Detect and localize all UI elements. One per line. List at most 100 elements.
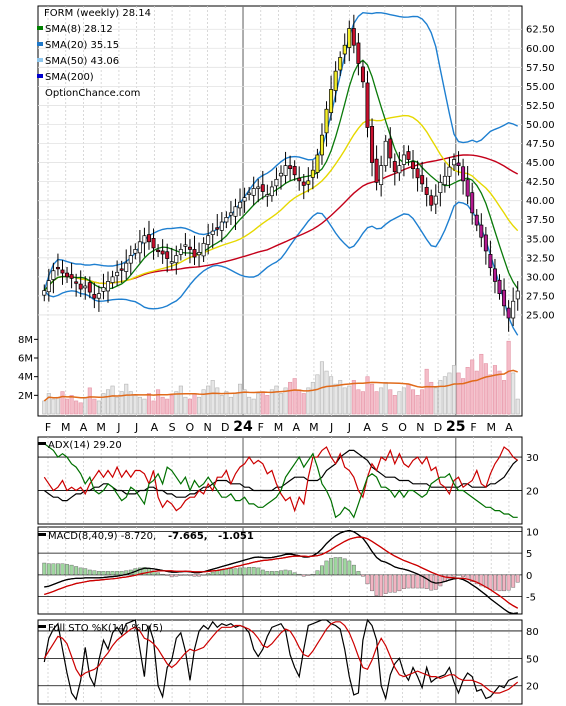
volume-bar <box>110 385 115 415</box>
volume-bar <box>42 400 47 415</box>
price-tick-label: 47.50 <box>526 139 555 150</box>
volume-bar <box>483 363 488 415</box>
volume-bar <box>60 391 65 415</box>
candle-body <box>438 182 443 194</box>
candle-body <box>502 289 507 307</box>
candle-body <box>228 212 233 216</box>
macd-signal-line <box>44 536 518 609</box>
candle-body <box>442 175 447 186</box>
volume-bar <box>456 372 461 415</box>
volume-bar <box>219 395 224 415</box>
candle-body <box>333 70 338 91</box>
month-label: O <box>185 421 194 434</box>
month-label: O <box>398 421 407 434</box>
volume-bar <box>146 393 152 415</box>
candle-body <box>219 221 224 231</box>
volume-bar <box>388 389 393 415</box>
price-legend-item: SMA(8) 28.12 <box>45 24 113 35</box>
macd-histogram-bar <box>137 567 142 576</box>
volume-bar <box>96 400 101 415</box>
sto-tick-label: 80 <box>526 627 539 638</box>
candle-body <box>201 242 206 257</box>
volume-bar <box>206 385 211 415</box>
macd-histogram-bar <box>379 574 384 597</box>
macd-histogram-bar <box>74 566 79 576</box>
candle-body <box>474 214 479 226</box>
candle-body <box>288 165 293 170</box>
month-label: J <box>134 421 138 434</box>
volume-bar <box>78 402 83 415</box>
volume-bar <box>228 396 233 415</box>
volume-bar <box>511 372 516 415</box>
candle-body <box>60 269 65 274</box>
macd-histogram-bar <box>165 574 170 576</box>
macd-histogram-bar <box>92 570 97 576</box>
macd-histogram-bar <box>183 574 188 576</box>
month-label: M <box>274 421 284 434</box>
candle-body <box>87 282 92 293</box>
macd-histogram-bar <box>347 560 352 576</box>
macd-tick-label: 0 <box>526 571 532 582</box>
candle-body <box>169 261 174 264</box>
candle-body <box>392 161 397 173</box>
candle-body <box>279 172 283 177</box>
month-label: F <box>470 421 476 434</box>
month-label: M <box>61 421 71 434</box>
macd-histogram-bar <box>197 574 201 577</box>
volume-bar <box>224 391 229 415</box>
volume-bar <box>374 391 379 415</box>
macd-histogram-bar <box>351 564 356 576</box>
volume-bar <box>283 387 288 415</box>
candle-body <box>283 165 288 176</box>
candle-body <box>379 165 384 186</box>
volume-bar <box>292 378 297 415</box>
candle-body <box>470 192 475 214</box>
month-label: M <box>486 421 496 434</box>
candle-body <box>342 44 347 55</box>
adx-legend: ADX(14) 29.20 <box>48 440 122 451</box>
macd-histogram-bar <box>310 573 315 576</box>
candle-body <box>156 249 161 253</box>
legend-swatch <box>37 58 43 62</box>
month-label: N <box>416 421 424 434</box>
volume-tick-label: 4M <box>18 372 33 383</box>
macd-histogram-bar <box>42 562 47 576</box>
macd-histogram-bar <box>383 574 388 594</box>
volume-bar <box>470 359 475 415</box>
month-label: D <box>221 421 229 434</box>
macd-histogram-bar <box>511 574 516 588</box>
candle-body <box>242 197 247 202</box>
candle-body <box>424 186 429 195</box>
volume-bar <box>506 340 511 415</box>
volume-bar <box>201 389 206 415</box>
adx-tick-label: 30 <box>526 453 539 464</box>
candle-body <box>197 252 202 256</box>
volume-bar <box>197 396 202 415</box>
candle-body <box>260 184 265 192</box>
macd-histogram-bar <box>87 569 92 576</box>
volume-bar <box>115 396 120 415</box>
macd-histogram-bar <box>106 571 110 576</box>
volume-bar <box>365 376 370 415</box>
macd-histogram-bar <box>388 574 393 593</box>
month-label: A <box>80 421 88 434</box>
macd-histogram-bar <box>119 571 124 576</box>
macd-histogram-bar <box>483 574 488 588</box>
candle-body <box>142 235 147 244</box>
candle-body <box>310 169 315 178</box>
volume-bar <box>438 380 443 415</box>
volume-bar <box>65 398 70 415</box>
macd-histogram-bar <box>370 574 374 592</box>
macd-histogram-bar <box>156 572 161 576</box>
macd-histogram-bar <box>69 564 74 576</box>
candle-body <box>265 194 270 197</box>
sma-20-line <box>43 114 519 292</box>
volume-bar <box>379 387 384 415</box>
candle-body <box>319 134 324 156</box>
month-label: J <box>329 421 333 434</box>
macd-histogram-bar <box>374 574 379 596</box>
volume-bar <box>74 400 79 415</box>
volume-bar <box>260 391 265 415</box>
volume-bar <box>383 381 388 415</box>
